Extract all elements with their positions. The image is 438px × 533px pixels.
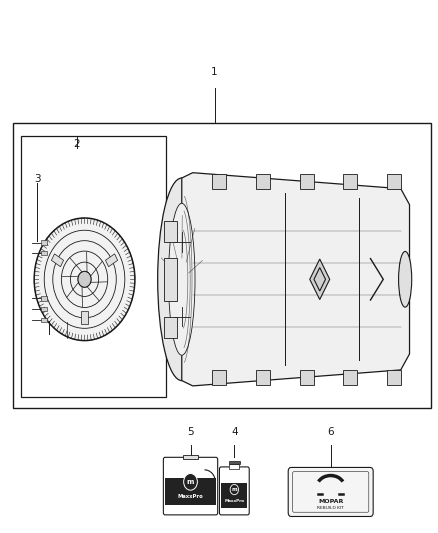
Polygon shape xyxy=(314,268,325,291)
Bar xyxy=(256,174,270,189)
Bar xyxy=(300,370,314,385)
Bar xyxy=(41,296,47,301)
Bar xyxy=(300,174,314,189)
Bar xyxy=(81,311,88,324)
Bar xyxy=(41,251,47,255)
Polygon shape xyxy=(182,173,410,386)
Bar xyxy=(21,136,166,397)
Bar xyxy=(106,254,118,266)
Text: m: m xyxy=(232,487,237,492)
Ellipse shape xyxy=(158,178,206,381)
Bar xyxy=(165,478,216,505)
Text: REBUILD KIT: REBUILD KIT xyxy=(317,506,344,510)
Text: 6: 6 xyxy=(327,427,334,437)
Bar xyxy=(41,307,47,311)
Bar xyxy=(164,221,177,242)
Bar xyxy=(230,464,239,469)
Ellipse shape xyxy=(399,252,412,307)
Bar xyxy=(13,123,431,408)
Bar xyxy=(387,174,401,189)
Bar xyxy=(41,318,47,322)
Polygon shape xyxy=(310,259,330,300)
Text: 4: 4 xyxy=(231,427,238,437)
Text: 2: 2 xyxy=(73,139,80,149)
Bar xyxy=(41,240,47,245)
Bar xyxy=(343,174,357,189)
Text: 1: 1 xyxy=(211,67,218,77)
Ellipse shape xyxy=(169,203,195,356)
FancyBboxPatch shape xyxy=(163,457,218,515)
Bar xyxy=(256,370,270,385)
Circle shape xyxy=(184,473,198,490)
Bar xyxy=(212,174,226,189)
Text: MaxxPro: MaxxPro xyxy=(224,499,244,503)
Bar xyxy=(387,370,401,385)
FancyBboxPatch shape xyxy=(288,467,373,516)
Bar xyxy=(221,483,247,507)
Text: 3: 3 xyxy=(34,174,41,183)
Text: m: m xyxy=(187,479,194,485)
Circle shape xyxy=(34,218,135,341)
Text: 5: 5 xyxy=(187,427,194,437)
Bar xyxy=(51,254,64,266)
FancyBboxPatch shape xyxy=(219,467,249,515)
Bar xyxy=(164,258,177,301)
Circle shape xyxy=(230,484,239,495)
Bar xyxy=(343,370,357,385)
Bar xyxy=(229,461,240,464)
Bar xyxy=(164,317,177,338)
Bar xyxy=(212,370,226,385)
Circle shape xyxy=(78,271,91,287)
Bar xyxy=(184,455,198,459)
Text: MaxxPro: MaxxPro xyxy=(178,494,203,499)
Text: MOPAR: MOPAR xyxy=(318,498,343,504)
